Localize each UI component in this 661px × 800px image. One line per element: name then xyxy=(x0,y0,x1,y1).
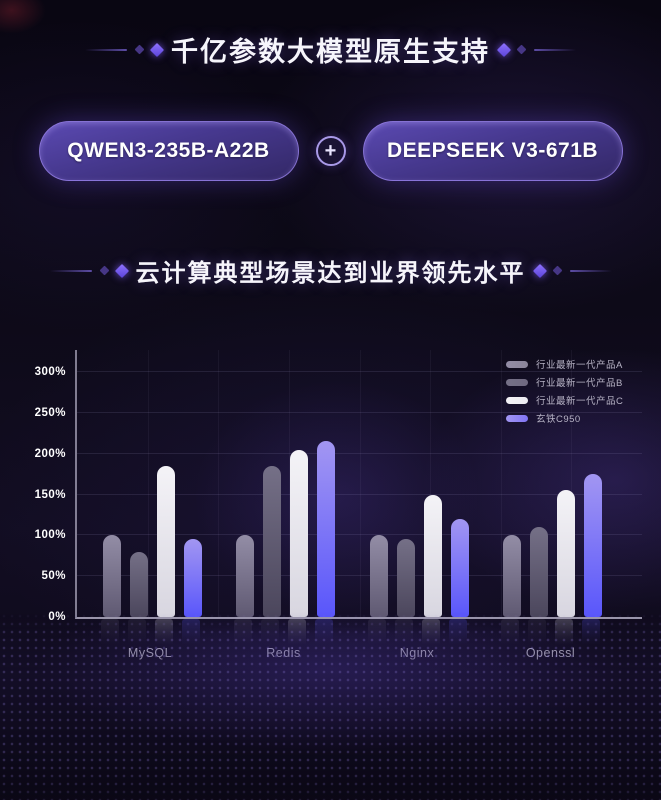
gridline xyxy=(359,350,361,617)
bar-行业最新一代产品C-Openssl xyxy=(557,490,575,617)
y-axis: 0% 50% 100% 150% 200% 250% 300% xyxy=(0,350,66,623)
y-tick-label: 0% xyxy=(48,611,66,623)
bar-group-openssl xyxy=(503,474,602,617)
divider-line xyxy=(534,48,576,51)
bar-group-mysql xyxy=(102,465,202,617)
bar-行业最新一代产品A-Openssl xyxy=(503,535,521,617)
diamond-icon xyxy=(114,263,129,278)
gridline xyxy=(288,350,290,617)
qwen-model-pill: QWEN3-235B-A22B xyxy=(38,121,299,181)
y-tick-label: 200% xyxy=(34,447,66,460)
gridline xyxy=(218,350,220,617)
bar-行业最新一代产品B-Openssl xyxy=(530,527,548,617)
chart-legend: 行业最新一代产品A 行业最新一代产品B 行业最新一代产品C 玄铁C950 xyxy=(506,355,623,427)
gridline xyxy=(77,411,642,413)
section1-title-row: 千亿参数大模型原生支持 xyxy=(0,30,661,69)
bar-行业最新一代产品C-Redis xyxy=(290,449,308,617)
y-tick-label: 100% xyxy=(34,529,66,542)
section2-title-row: 云计算典型场景达到业界领先水平 xyxy=(0,253,661,288)
legend-swatch xyxy=(506,378,528,386)
bar-玄铁C950-Openssl xyxy=(584,474,602,617)
legend-swatch xyxy=(506,414,528,422)
y-tick-label: 150% xyxy=(34,488,66,501)
x-axis-label-nginx: Nginx xyxy=(399,646,435,660)
y-tick-label: 250% xyxy=(34,406,66,419)
x-axis-label-redis: Redis xyxy=(266,646,301,660)
x-axis-label-mysql: MySQL xyxy=(127,646,173,660)
bar-行业最新一代产品A-Redis xyxy=(236,535,254,617)
bar-行业最新一代产品B-MySQL xyxy=(129,551,148,617)
gridline xyxy=(500,350,502,617)
gridline xyxy=(147,350,149,617)
diamond-icon xyxy=(99,265,109,276)
plus-icon: + xyxy=(315,136,346,166)
bar-玄铁C950-MySQL xyxy=(183,539,202,617)
bar-行业最新一代产品A-MySQL xyxy=(102,535,121,617)
diamond-icon xyxy=(552,265,562,276)
x-axis-label-openssl: Openssl xyxy=(525,646,576,660)
bar-行业最新一代产品C-Nginx xyxy=(423,494,442,617)
gridline xyxy=(571,350,573,617)
diamond-icon xyxy=(532,263,547,278)
diamond-icon xyxy=(134,44,145,55)
divider-line xyxy=(49,269,92,272)
gridline xyxy=(77,452,642,454)
legend-label: 行业最新一代产品A xyxy=(536,360,623,371)
y-tick-label: 50% xyxy=(41,570,66,583)
bar-行业最新一代产品A-Nginx xyxy=(369,535,388,617)
bar-group-nginx xyxy=(369,494,469,617)
gridline xyxy=(77,371,642,372)
legend-item: 玄铁C950 xyxy=(506,409,623,427)
model-pills-row: QWEN3-235B-A22B + DEEPSEEK V3-671B xyxy=(0,121,661,181)
bar-行业最新一代产品B-Nginx xyxy=(396,539,415,617)
deepseek-model-pill: DEEPSEEK V3-671B xyxy=(362,121,623,181)
gridline xyxy=(77,534,642,536)
gridline xyxy=(77,493,642,495)
bar-玄铁C950-Redis xyxy=(317,441,335,617)
diamond-icon xyxy=(149,42,165,57)
gridline xyxy=(77,575,642,577)
legend-item: 行业最新一代产品A xyxy=(506,355,623,373)
x-axis-labels: MySQL Redis Nginx Openssl xyxy=(75,646,640,666)
bar-group-redis xyxy=(236,441,335,617)
gridline xyxy=(430,350,432,617)
divider-line xyxy=(569,269,612,272)
legend-label: 玄铁C950 xyxy=(536,414,581,425)
legend-item: 行业最新一代产品C xyxy=(506,391,623,409)
diamond-icon xyxy=(516,44,527,55)
bar-玄铁C950-Nginx xyxy=(450,519,469,617)
bar-行业最新一代产品B-Redis xyxy=(263,465,281,617)
legend-item: 行业最新一代产品B xyxy=(506,373,623,391)
section2-title: 云计算典型场景达到业界领先水平 xyxy=(135,260,526,287)
legend-label: 行业最新一代产品B xyxy=(536,378,623,389)
legend-swatch xyxy=(506,396,528,404)
bar-行业最新一代产品C-MySQL xyxy=(156,465,175,617)
diamond-icon xyxy=(496,42,512,57)
corner-smudge-decoration xyxy=(0,0,46,34)
legend-swatch xyxy=(506,360,528,368)
y-tick-label: 300% xyxy=(34,366,66,378)
section1-title: 千亿参数大模型原生支持 xyxy=(171,37,490,67)
divider-line xyxy=(85,48,127,51)
legend-label: 行业最新一代产品C xyxy=(536,396,624,407)
